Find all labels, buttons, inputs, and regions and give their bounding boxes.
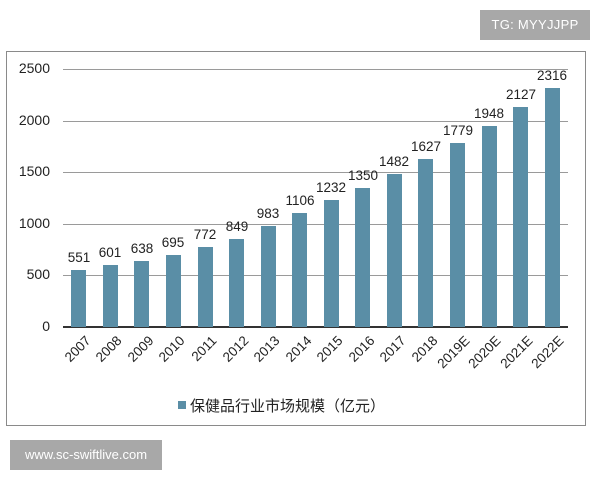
gridline (63, 121, 568, 122)
bar-value-label: 551 (67, 250, 91, 265)
bar (513, 107, 528, 327)
gridline (63, 275, 568, 276)
bar (103, 265, 118, 327)
bar-value-label: 638 (130, 241, 154, 256)
bar (545, 88, 560, 327)
gridline (63, 69, 568, 70)
x-axis-line (63, 326, 568, 328)
y-tick-label: 2500 (18, 60, 50, 76)
bar (292, 213, 307, 327)
bar-value-label: 849 (225, 219, 249, 234)
bar-value-label: 601 (98, 245, 122, 260)
bar-value-label: 1948 (473, 106, 505, 121)
chart-legend: 保健品行业市场规模（亿元） (178, 395, 385, 415)
bar-value-label: 1627 (410, 139, 442, 154)
bar-value-label: 772 (193, 227, 217, 242)
bar-value-label: 1779 (442, 123, 474, 138)
bar-value-label: 1232 (315, 180, 347, 195)
bar (482, 126, 497, 327)
bar (355, 188, 370, 327)
watermark-bottom: www.sc-swiftlive.com (10, 440, 162, 470)
gridline (63, 224, 568, 225)
watermark-top: TG: MYYJJPP (480, 10, 590, 40)
legend-swatch-icon (178, 401, 186, 409)
bar-value-label: 1482 (378, 154, 410, 169)
bar-value-label: 1350 (347, 168, 379, 183)
bar (198, 247, 213, 327)
y-tick-label: 0 (42, 318, 50, 334)
bar (324, 200, 339, 327)
bar-value-label: 1106 (285, 193, 315, 208)
bar (229, 239, 244, 327)
bar (134, 261, 149, 327)
bar (166, 255, 181, 327)
bar (450, 143, 465, 327)
gridline (63, 172, 568, 173)
bar-value-label: 695 (161, 235, 185, 250)
bar (418, 159, 433, 327)
bar (261, 226, 276, 327)
y-tick-label: 2000 (18, 112, 50, 128)
y-tick-label: 1000 (18, 215, 50, 231)
bar (387, 174, 402, 327)
y-tick-label: 1500 (18, 163, 50, 179)
bar-value-label: 2316 (536, 68, 568, 83)
bar-value-label: 2127 (505, 87, 537, 102)
legend-label: 保健品行业市场规模（亿元） (190, 396, 386, 415)
bar (71, 270, 86, 327)
bar-value-label: 983 (256, 206, 280, 221)
y-tick-label: 500 (26, 266, 50, 282)
